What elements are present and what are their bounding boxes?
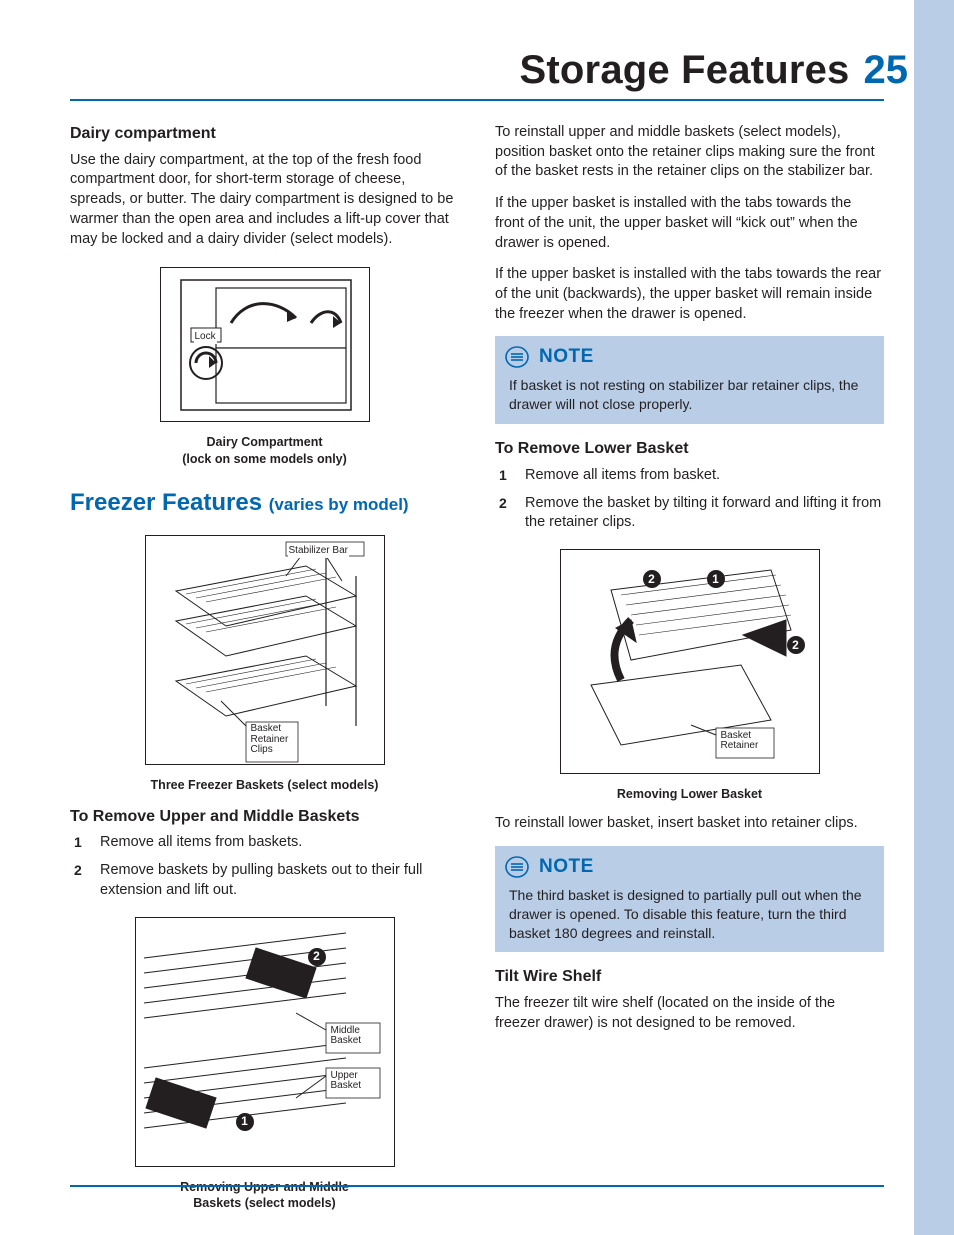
remove-upper-steps: 1Remove all items from baskets. 2Remove …: [70, 833, 459, 900]
dairy-sketch: [161, 268, 371, 423]
callout-2a: 2: [643, 570, 661, 588]
kickout-rear-text: If the upper basket is installed with th…: [495, 265, 884, 324]
note-box-1: NOTE If basket is not resting on stabili…: [495, 336, 884, 424]
freezer-heading: Freezer Features (varies by model): [70, 487, 459, 520]
header-rule: [70, 99, 884, 101]
note-body: The third basket is designed to partiall…: [495, 886, 884, 943]
reinstall-upper-text: To reinstall upper and middle baskets (s…: [495, 123, 884, 182]
freezer-heading-main: Freezer Features: [70, 489, 269, 516]
freezer-heading-sub: (varies by model): [269, 495, 409, 514]
right-column: To reinstall upper and middle baskets (s…: [495, 123, 884, 1211]
tilt-body: The freezer tilt wire shelf (located on …: [495, 994, 884, 1033]
list-item: 1Remove all items from baskets.: [96, 833, 459, 853]
lower-fig-label: Basket Retainer: [720, 731, 760, 752]
list-item: 2Remove baskets by pulling baskets out t…: [96, 861, 459, 900]
freezer-fig1-wrap: Stabilizer Bar Basket Retainer Clips Thr…: [70, 529, 459, 793]
lower-fig: 2 1 2 Basket Retainer: [560, 549, 820, 774]
kickout-front-text: If the upper basket is installed with th…: [495, 194, 884, 253]
dairy-caption: Dairy Compartment (lock on some models o…: [182, 434, 347, 467]
footer-rule: [70, 1185, 884, 1187]
page-number: 25: [864, 48, 909, 93]
note-label: NOTE: [539, 854, 594, 880]
fig2-upper-label: Upper Basket: [330, 1071, 363, 1092]
left-column: Dairy compartment Use the dairy compartm…: [70, 123, 459, 1211]
remove-lower-steps: 1Remove all items from basket. 2Remove t…: [495, 466, 884, 533]
fig1-stabilizer-label: Stabilizer Bar: [288, 544, 349, 558]
freezer-fig2: 2 1 Middle Basket Upper Basket: [135, 917, 395, 1167]
freezer-fig1: Stabilizer Bar Basket Retainer Clips: [145, 535, 385, 765]
step-text: Remove the basket by tilting it forward …: [525, 495, 881, 531]
content-columns: Dairy compartment Use the dairy compartm…: [70, 123, 884, 1211]
page-title: Storage Features: [520, 48, 850, 93]
dairy-heading: Dairy compartment: [70, 123, 459, 145]
note-icon: [505, 346, 529, 368]
dairy-figure: Lock: [160, 267, 370, 422]
remove-upper-heading: To Remove Upper and Middle Baskets: [70, 806, 459, 828]
callout-2b: 2: [787, 636, 805, 654]
tilt-heading: Tilt Wire Shelf: [495, 966, 884, 988]
lower-fig-caption: Removing Lower Basket: [617, 786, 762, 802]
step-text: Remove all items from basket.: [525, 467, 720, 483]
note-icon: [505, 856, 529, 878]
page-header: Storage Features 25: [70, 48, 914, 93]
dairy-body: Use the dairy compartment, at the top of…: [70, 151, 459, 250]
note-head: NOTE: [495, 846, 884, 886]
callout-2: 2: [308, 948, 326, 966]
freezer-fig2-caption: Removing Upper and Middle Baskets (selec…: [180, 1179, 349, 1212]
note-label: NOTE: [539, 344, 594, 370]
freezer-fig1-caption: Three Freezer Baskets (select models): [151, 777, 379, 793]
note-head: NOTE: [495, 336, 884, 376]
freezer-fig2-wrap: 2 1 Middle Basket Upper Basket Removing …: [70, 911, 459, 1212]
list-item: 1Remove all items from basket.: [521, 466, 884, 486]
dairy-lock-label: Lock: [194, 330, 217, 344]
reinstall-lower-text: To reinstall lower basket, insert basket…: [495, 814, 884, 834]
callout-1: 1: [236, 1113, 254, 1131]
lower-fig-sketch: [561, 550, 821, 775]
callout-1a: 1: [707, 570, 725, 588]
fig2-middle-label: Middle Basket: [330, 1026, 363, 1047]
remove-lower-heading: To Remove Lower Basket: [495, 438, 884, 460]
fig1-retainer-label: Basket Retainer Clips: [250, 724, 290, 756]
note-body: If basket is not resting on stabilizer b…: [495, 376, 884, 414]
note-box-2: NOTE The third basket is designed to par…: [495, 846, 884, 953]
manual-page: Storage Features 25 Dairy compartment Us…: [0, 0, 954, 1235]
step-text: Remove baskets by pulling baskets out to…: [100, 862, 422, 898]
lower-fig-wrap: 2 1 2 Basket Retainer Removing Lower Bas…: [495, 543, 884, 802]
list-item: 2Remove the basket by tilting it forward…: [521, 494, 884, 533]
step-text: Remove all items from baskets.: [100, 834, 302, 850]
dairy-figure-wrap: Lock Dairy Compartment (lock on some mod…: [70, 261, 459, 467]
